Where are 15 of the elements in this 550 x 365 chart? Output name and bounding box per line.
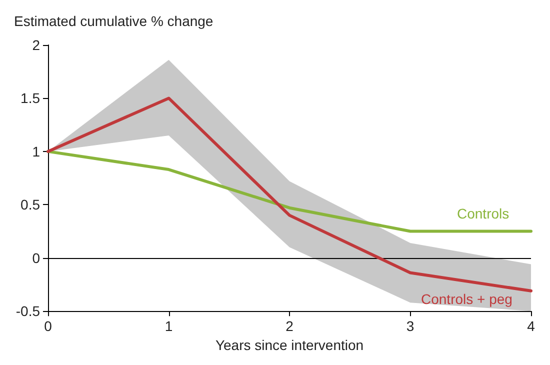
x-tick-label: 2 [286, 318, 294, 334]
series-label: Controls + peg [421, 290, 512, 307]
x-tick-label: 0 [44, 318, 52, 334]
y-tick-label: 0 [32, 250, 40, 266]
y-tick-label: -0.5 [16, 303, 40, 320]
y-tick-label: 1.5 [20, 90, 40, 106]
y-tick-label: 2 [32, 37, 40, 53]
x-tick-label: 1 [164, 318, 173, 334]
y-tick-label: 0.5 [20, 196, 40, 213]
x-tick-label: 4 [527, 318, 536, 334]
y-axis-title: Estimated cumulative % change [14, 13, 214, 29]
x-tick-label: 3 [406, 318, 414, 334]
series-label: Controls [457, 205, 510, 222]
x-axis-title: Years since intervention [215, 337, 364, 353]
y-tick-label: 1 [32, 143, 40, 160]
